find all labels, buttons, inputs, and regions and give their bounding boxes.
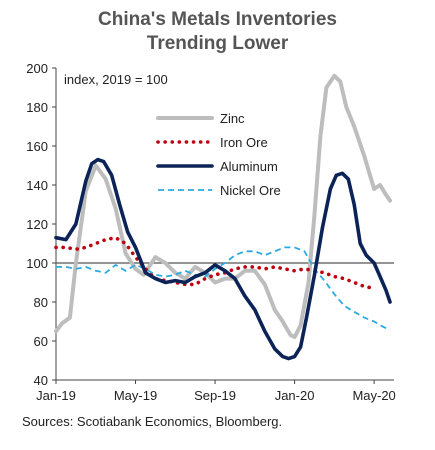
x-tick-label: Jan-19 <box>36 388 76 403</box>
series-line-zinc <box>54 73 392 340</box>
legend-label: Nickel Ore <box>220 183 281 198</box>
chart-source: Sources: Scotiabank Economics, Bloomberg… <box>22 414 283 429</box>
series-line-iron-ore <box>54 235 376 291</box>
y-tick-label: 120 <box>26 217 48 232</box>
y-tick-label: 200 <box>26 61 48 76</box>
legend-label: Zinc <box>220 111 245 126</box>
y-tick-label: 60 <box>34 334 48 349</box>
legend-label: Aluminum <box>220 159 278 174</box>
y-tick-label: 180 <box>26 100 48 115</box>
chart-title: China's Metals Inventories <box>98 9 337 30</box>
y-tick-label: 80 <box>34 295 48 310</box>
y-tick-label: 160 <box>26 139 48 154</box>
x-tick-label: Jan-20 <box>275 388 315 403</box>
x-tick-label: Sep-19 <box>194 388 236 403</box>
series-line-aluminum <box>54 157 392 361</box>
chart-annotation: index, 2019 = 100 <box>64 72 168 87</box>
x-tick-label: May-20 <box>352 388 395 403</box>
legend-label: Iron Ore <box>220 135 268 150</box>
chart-subtitle: Trending Lower <box>146 33 289 54</box>
y-tick-label: 40 <box>34 373 48 388</box>
y-tick-label: 100 <box>26 256 48 271</box>
x-tick-label: May-19 <box>114 388 157 403</box>
y-tick-label: 140 <box>26 178 48 193</box>
series-line-nickel-ore <box>56 246 391 331</box>
